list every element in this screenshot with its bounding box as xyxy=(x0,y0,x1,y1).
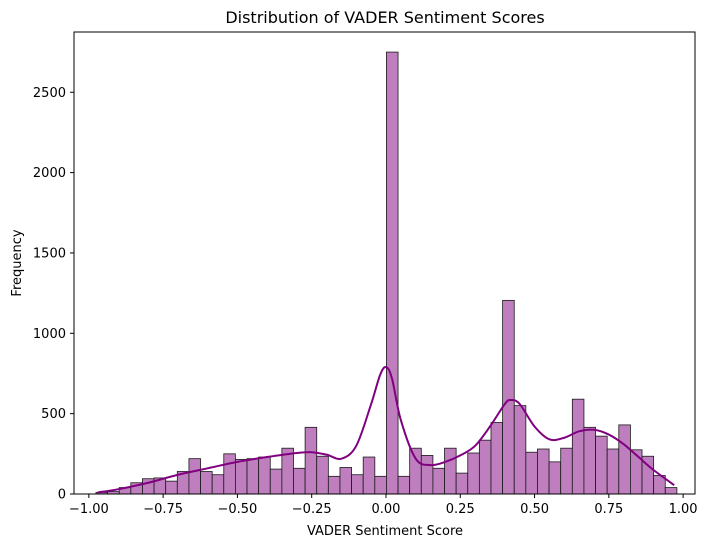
x-tick-label: −0.75 xyxy=(143,502,183,517)
histogram-bar xyxy=(351,474,364,495)
histogram-bar xyxy=(478,439,492,495)
histogram-bar xyxy=(339,467,352,495)
histogram-bar xyxy=(571,398,585,495)
histogram-bar xyxy=(606,448,620,495)
histogram-bar xyxy=(467,452,480,495)
y-tick-label: 500 xyxy=(41,407,66,422)
histogram-bar xyxy=(525,451,538,495)
histogram-bar xyxy=(374,475,387,495)
y-tick-label: 1500 xyxy=(33,246,66,261)
histogram-bar xyxy=(618,424,631,495)
histogram-bar xyxy=(409,447,422,495)
x-tick-label: 1.00 xyxy=(669,502,698,517)
histogram-bar xyxy=(537,448,550,495)
histogram-bar xyxy=(269,468,283,495)
histogram-bar xyxy=(397,475,411,495)
y-tick-label: 2000 xyxy=(33,166,66,181)
x-tick-label: −1.00 xyxy=(69,502,109,517)
x-tick-label: −0.25 xyxy=(292,502,332,517)
histogram-bar xyxy=(513,405,527,495)
histogram-bar xyxy=(327,475,341,495)
histogram-bar xyxy=(548,461,562,495)
histogram-bar xyxy=(223,453,236,495)
x-tick-label: 0.75 xyxy=(594,502,623,517)
histogram-bar xyxy=(293,467,306,495)
histogram-bar xyxy=(258,456,271,495)
histogram-bar xyxy=(595,435,608,495)
histogram-bar xyxy=(444,447,457,495)
histogram-bar xyxy=(560,447,573,495)
histogram-bar xyxy=(386,51,399,495)
histogram-bar xyxy=(490,422,504,495)
y-axis-ticks: 0 500 1000 1500 2000 2500 xyxy=(33,86,74,503)
x-tick-label: 0.25 xyxy=(446,502,475,517)
histogram-bar xyxy=(304,426,318,495)
chart-title: Distribution of VADER Sentiment Scores xyxy=(225,8,544,27)
y-axis-label: Frequency xyxy=(10,229,25,296)
x-tick-label: 0.00 xyxy=(372,502,401,517)
histogram-bar xyxy=(165,480,178,495)
histogram-bar xyxy=(583,426,596,495)
histogram-bar xyxy=(455,472,469,495)
histogram-bar xyxy=(246,458,260,495)
y-tick-label: 2500 xyxy=(33,86,66,101)
x-axis-ticks: −1.00 −0.75 −0.50 −0.25 0.00 0.25 0.50 0.75 1.00 xyxy=(69,494,698,517)
y-tick-label: 1000 xyxy=(33,327,66,342)
histogram-bar xyxy=(188,458,201,495)
histogram-bar xyxy=(420,455,434,495)
y-tick-label: 0 xyxy=(58,488,66,503)
bars-group xyxy=(95,51,678,495)
x-tick-label: 0.50 xyxy=(520,502,549,517)
kde-curve xyxy=(97,365,675,494)
histogram-bar xyxy=(630,449,643,495)
histogram-bar xyxy=(211,474,225,495)
histogram-bar xyxy=(234,459,248,495)
plot-frame xyxy=(73,31,696,495)
histogram-bar xyxy=(432,467,445,495)
x-tick-label: −0.50 xyxy=(217,502,257,517)
histogram-bar xyxy=(502,299,515,495)
histogram-bar xyxy=(316,455,329,495)
histogram-bar xyxy=(362,456,376,495)
histogram-bar xyxy=(664,487,678,495)
x-axis-label: VADER Sentiment Score xyxy=(307,524,463,539)
histogram-bar xyxy=(200,471,213,495)
